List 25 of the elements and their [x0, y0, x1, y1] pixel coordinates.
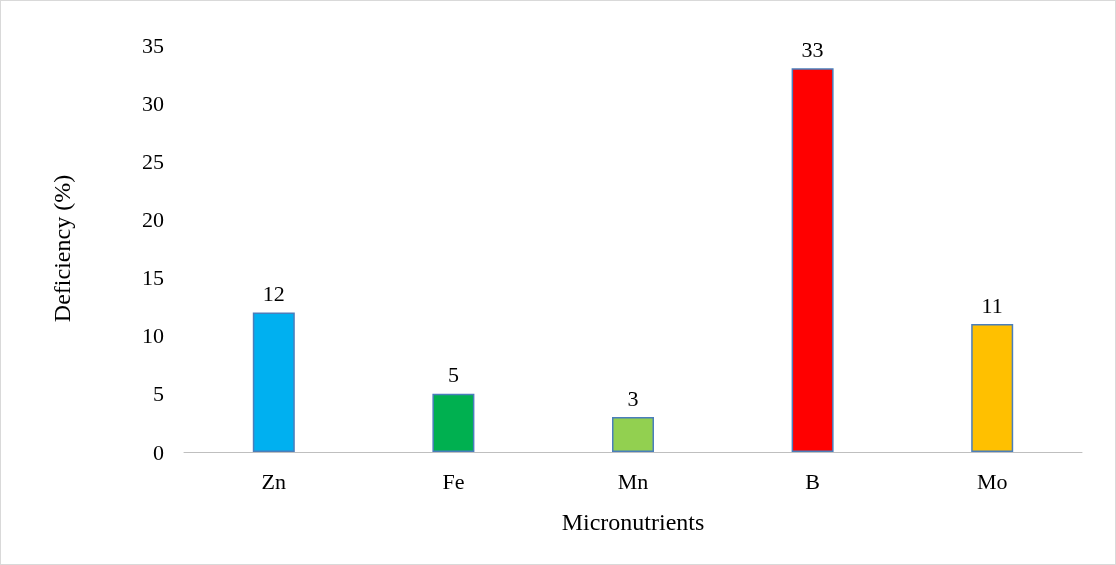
- x-axis-title: Micronutrients: [561, 509, 705, 535]
- x-tick-label: Fe: [442, 468, 465, 494]
- y-tick-label: 5: [153, 381, 164, 407]
- data-label: 3: [627, 385, 639, 411]
- y-axis-title: Deficiency (%): [49, 174, 75, 323]
- x-tick-label: Zn: [261, 468, 287, 494]
- data-label: 12: [262, 280, 285, 306]
- y-tick-label: 25: [142, 148, 164, 174]
- y-tick-label: 20: [142, 206, 164, 232]
- bar: [252, 312, 295, 452]
- data-label: 33: [801, 36, 824, 62]
- y-tick-label: 35: [142, 32, 164, 58]
- bar: [971, 324, 1014, 452]
- y-tick-label: 15: [142, 265, 164, 291]
- data-label: 11: [981, 292, 1003, 318]
- data-label: 5: [447, 362, 459, 388]
- x-tick-label: Mn: [617, 468, 649, 494]
- x-tick-label: B: [805, 468, 820, 494]
- bar: [791, 68, 834, 452]
- y-tick-label: 30: [142, 90, 164, 116]
- bar: [432, 393, 475, 452]
- y-tick-label: 10: [142, 323, 164, 349]
- bar: [612, 417, 654, 452]
- x-tick-label: Mo: [976, 468, 1008, 494]
- y-tick-label: 0: [153, 439, 164, 465]
